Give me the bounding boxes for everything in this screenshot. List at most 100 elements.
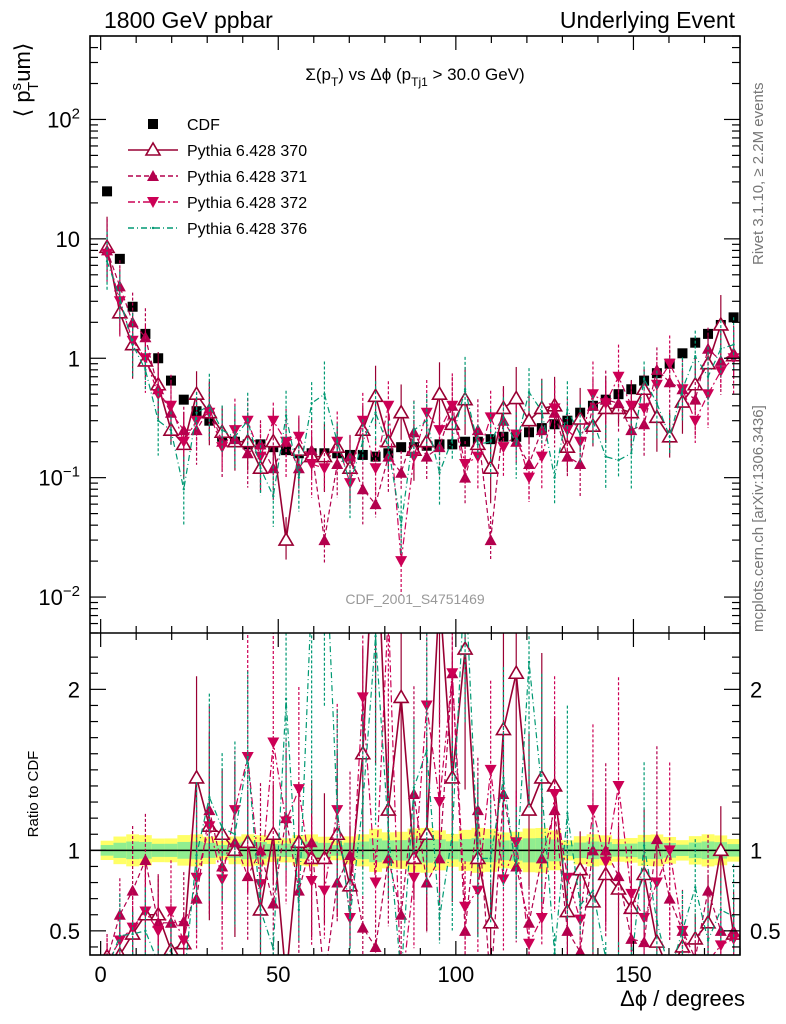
data-point xyxy=(356,692,369,704)
data-point xyxy=(310,402,313,405)
data-point xyxy=(284,697,288,701)
data-point xyxy=(706,375,710,378)
data-point xyxy=(208,404,211,407)
data-point xyxy=(484,412,497,424)
data-point xyxy=(264,433,282,448)
data-point xyxy=(548,403,561,415)
data-point xyxy=(527,390,531,394)
data-point xyxy=(280,436,293,448)
data-point xyxy=(392,404,410,419)
data-point xyxy=(498,431,509,442)
data-point xyxy=(625,400,638,412)
data-point xyxy=(561,924,574,936)
data-point xyxy=(396,442,407,453)
side-label-mcplots: mcplots.cern.ch [arXiv:1306.3436] xyxy=(750,405,767,632)
data-point xyxy=(663,966,677,978)
data-point xyxy=(520,801,538,816)
y-tick-label: 10−2 xyxy=(38,583,80,610)
data-point xyxy=(382,400,395,412)
ratio-y-tick-label-left: 1 xyxy=(68,838,80,863)
data-point xyxy=(369,463,382,475)
data-point xyxy=(484,764,497,776)
data-point xyxy=(463,388,467,391)
data-point xyxy=(267,737,280,749)
data-point xyxy=(387,445,390,449)
data-point xyxy=(392,688,410,704)
data-point xyxy=(131,343,134,346)
data-point xyxy=(604,455,607,458)
data-point xyxy=(412,786,416,789)
data-point xyxy=(400,975,402,977)
data-point xyxy=(177,436,190,448)
data-point xyxy=(599,856,612,868)
data-point xyxy=(425,749,428,752)
data-point xyxy=(599,398,612,410)
data-point xyxy=(370,451,381,462)
data-point xyxy=(497,442,510,454)
data-point xyxy=(228,425,241,437)
data-point xyxy=(476,857,480,860)
legend-label: Pythia 6.428 376 xyxy=(187,221,307,238)
legend-entry: CDF xyxy=(148,117,220,134)
data-point xyxy=(228,805,241,817)
data-point xyxy=(650,379,663,391)
data-point xyxy=(677,348,688,359)
series-pythia-6-428-376 xyxy=(105,231,735,555)
data-point xyxy=(433,852,446,864)
data-point xyxy=(305,459,318,471)
data-point xyxy=(655,919,659,923)
data-point xyxy=(535,424,548,436)
data-point xyxy=(178,394,189,405)
data-point xyxy=(520,412,538,427)
header-right: Underlying Event xyxy=(560,7,736,33)
data-point xyxy=(177,935,190,947)
data-point xyxy=(233,435,237,438)
data-point xyxy=(502,776,505,780)
data-point xyxy=(681,388,684,391)
data-point xyxy=(694,886,697,889)
data-point xyxy=(566,408,569,412)
data-point xyxy=(259,908,262,912)
data-point xyxy=(485,981,497,992)
legend-label: CDF xyxy=(187,117,220,134)
y-axis-label-main: ⟨ psTum⟩ xyxy=(8,43,42,118)
data-point xyxy=(297,908,301,912)
data-point xyxy=(459,924,472,936)
legend-entry: Pythia 6.428 370 xyxy=(128,141,307,160)
x-tick-label: 150 xyxy=(615,962,652,987)
data-point xyxy=(356,483,369,495)
series-pythia-6-428-372 xyxy=(101,233,740,596)
data-point xyxy=(433,425,446,437)
data-point xyxy=(489,440,492,443)
data-point xyxy=(233,833,237,836)
data-point xyxy=(702,884,715,896)
data-point xyxy=(591,419,595,422)
data-point xyxy=(668,972,670,974)
data-point xyxy=(374,411,377,414)
legend: CDF Pythia 6.428 370 Pythia 6.428 371 Pythi… xyxy=(128,117,307,238)
x-tick-label: 100 xyxy=(437,962,474,987)
main-series-layer xyxy=(98,186,740,596)
data-point xyxy=(681,929,684,933)
ratio-series-layer xyxy=(102,633,740,992)
data-point xyxy=(732,343,735,346)
data-point xyxy=(540,787,544,791)
side-label-rivet: Rivet 3.1.10, ≥ 2.2M events xyxy=(750,83,767,266)
data-point xyxy=(502,416,505,419)
legend-marker xyxy=(148,119,158,129)
data-point xyxy=(663,358,676,370)
watermark: CDF_2001_S4751469 xyxy=(345,591,485,607)
data-point xyxy=(131,932,134,936)
data-point xyxy=(348,916,352,920)
data-point xyxy=(203,821,216,833)
data-point xyxy=(706,939,710,942)
data-point xyxy=(277,531,295,546)
data-point xyxy=(399,523,403,527)
data-point xyxy=(617,459,620,462)
data-point xyxy=(164,906,177,918)
data-point xyxy=(591,889,595,892)
data-point xyxy=(438,471,441,474)
data-point xyxy=(208,796,211,799)
data-point xyxy=(630,452,633,455)
data-point xyxy=(284,414,288,417)
